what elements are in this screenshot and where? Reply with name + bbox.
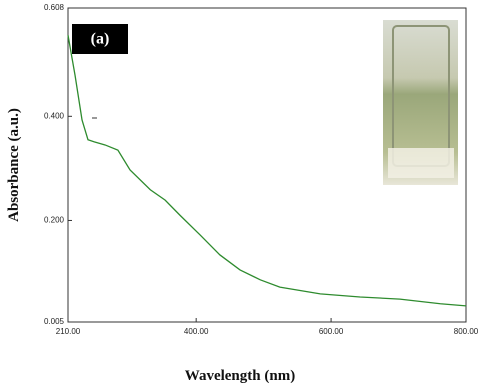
- y-tick-label: 0.608: [44, 3, 65, 12]
- x-axis-title: Wavelength (nm): [185, 368, 295, 384]
- x-tick-label: 600.00: [319, 327, 344, 336]
- inset-photo: [383, 20, 458, 185]
- cuvette-base: [388, 148, 454, 178]
- y-tick-label: 0.005: [44, 317, 65, 326]
- plot-frame: [67, 7, 467, 323]
- y-axis-title: Absorbance (a.u.): [6, 108, 22, 222]
- x-tick-label: 210.00: [56, 327, 81, 336]
- x-tick-label: 400.00: [184, 327, 209, 336]
- annotation: (a): [91, 31, 110, 48]
- y-tick-label: 0.200: [44, 216, 65, 225]
- x-tick-label: 800.00: [454, 327, 479, 336]
- annotation-box: [72, 24, 128, 54]
- y-tick-label: 0.400: [44, 111, 65, 120]
- spectrum-line: [67, 34, 467, 307]
